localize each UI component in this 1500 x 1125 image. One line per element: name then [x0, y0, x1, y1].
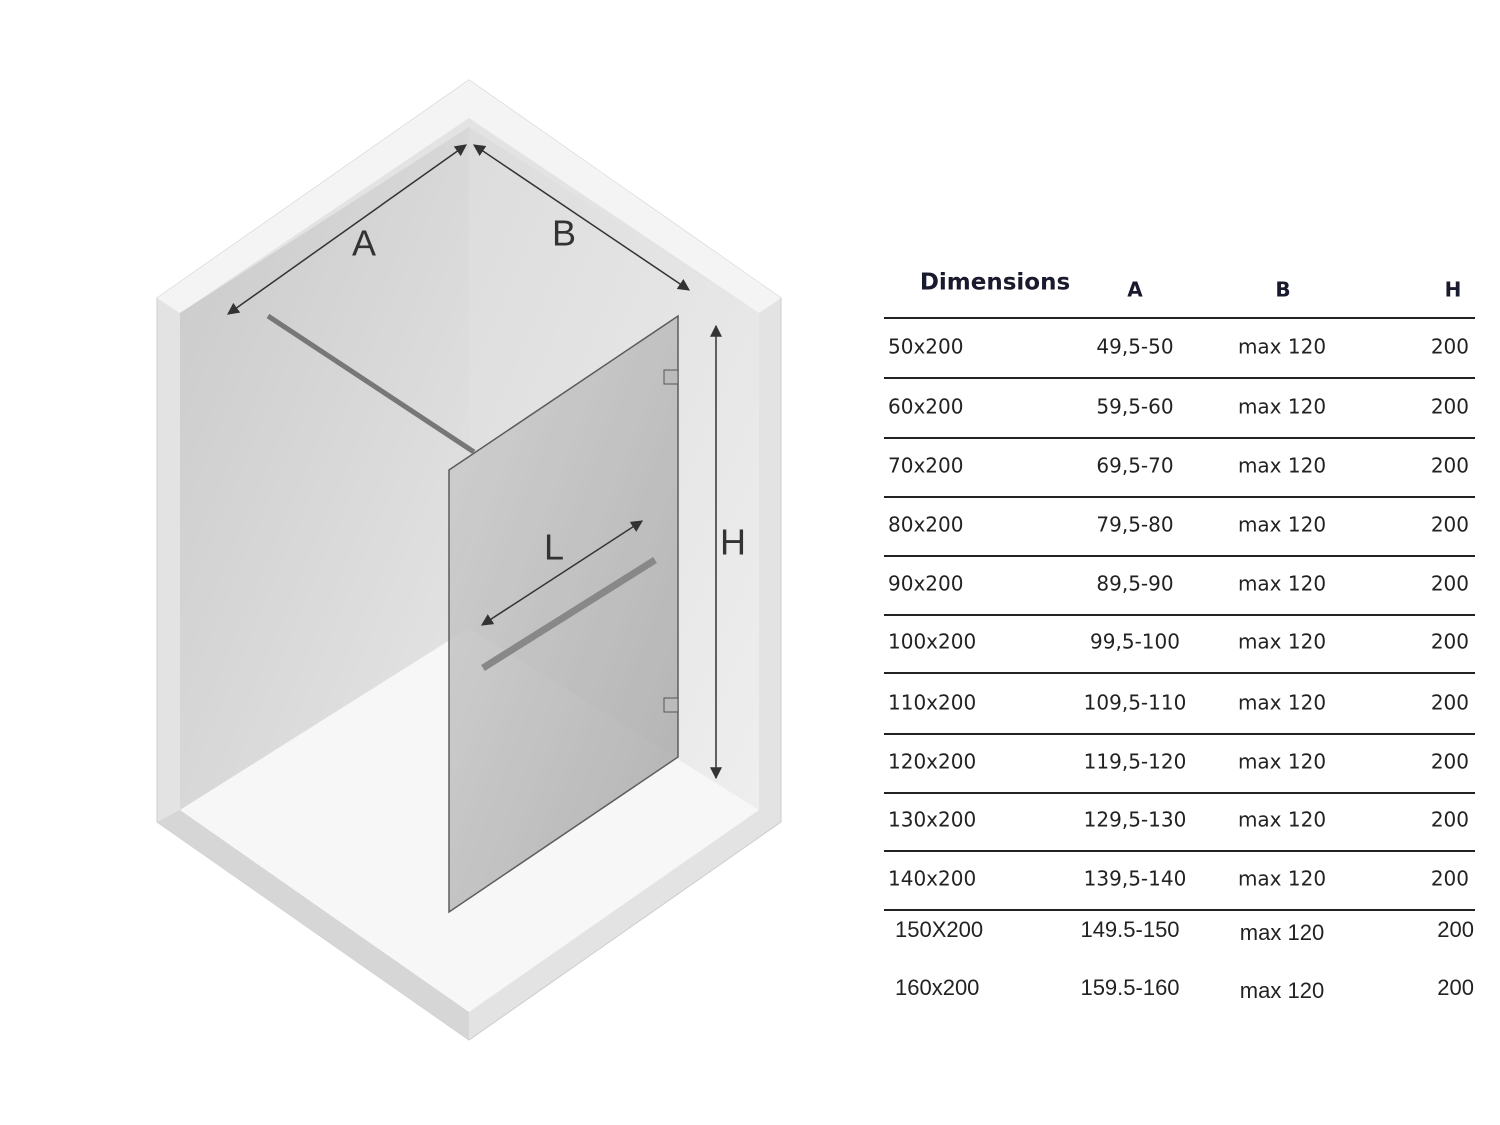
b-cell: max 120: [1240, 920, 1324, 945]
b-cell: max 120: [1240, 978, 1324, 1003]
label-h: H: [720, 522, 746, 563]
b-cell: max 120: [1238, 572, 1326, 596]
a-cell: 139,5-140: [1084, 867, 1187, 891]
size-cell: 150X200: [895, 917, 983, 942]
h-cell: 200: [1437, 975, 1474, 1000]
column-header: H: [1445, 278, 1462, 302]
h-cell: 200: [1431, 335, 1469, 359]
h-cell: 200: [1431, 750, 1469, 774]
size-cell: 120x200: [888, 750, 976, 774]
a-cell: 159.5-160: [1080, 975, 1179, 1000]
a-cell: 119,5-120: [1084, 750, 1187, 774]
size-cell: 90x200: [888, 572, 963, 596]
a-cell: 49,5-50: [1096, 335, 1173, 359]
h-cell: 200: [1431, 808, 1469, 832]
a-cell: 79,5-80: [1096, 513, 1173, 537]
b-cell: max 120: [1238, 454, 1326, 478]
a-cell: 59,5-60: [1096, 395, 1173, 419]
h-cell: 200: [1431, 513, 1469, 537]
dimension-lines: [227, 144, 722, 780]
b-cell: max 120: [1238, 867, 1326, 891]
h-cell: 200: [1437, 917, 1474, 942]
size-cell: 140x200: [888, 867, 976, 891]
size-cell: 130x200: [888, 808, 976, 832]
h-cell: 200: [1431, 867, 1469, 891]
h-cell: 200: [1431, 572, 1469, 596]
b-cell: max 120: [1238, 395, 1326, 419]
a-cell: 99,5-100: [1090, 630, 1180, 654]
size-cell: 60x200: [888, 395, 963, 419]
column-header: B: [1275, 278, 1290, 302]
h-cell: 200: [1431, 630, 1469, 654]
h-cell: 200: [1431, 454, 1469, 478]
a-cell: 129,5-130: [1084, 808, 1187, 832]
table-title: Dimensions: [920, 270, 1070, 296]
size-cell: 80x200: [888, 513, 963, 537]
table: Dimensions A B H 50x200 49,5-50 max 120 200…: [884, 270, 1475, 1003]
b-cell: max 120: [1238, 808, 1326, 832]
b-cell: max 120: [1238, 750, 1326, 774]
a-cell: 69,5-70: [1096, 454, 1173, 478]
size-cell: 100x200: [888, 630, 976, 654]
label-a: A: [352, 223, 376, 264]
column-header: A: [1127, 278, 1143, 302]
a-cell: 109,5-110: [1084, 691, 1187, 715]
b-cell: max 120: [1238, 630, 1326, 654]
room: [156, 79, 782, 1041]
b-cell: max 120: [1238, 691, 1326, 715]
a-cell: 149.5-150: [1080, 917, 1179, 942]
size-cell: 70x200: [888, 454, 963, 478]
size-cell: 50x200: [888, 335, 963, 359]
label-l: L: [544, 527, 564, 568]
h-cell: 200: [1431, 691, 1469, 715]
size-cell: 160x200: [895, 975, 979, 1000]
a-cell: 89,5-90: [1096, 572, 1173, 596]
h-cell: 200: [1431, 395, 1469, 419]
b-cell: max 120: [1238, 513, 1326, 537]
b-cell: max 120: [1238, 335, 1326, 359]
size-cell: 110x200: [888, 691, 976, 715]
label-b: B: [552, 213, 576, 254]
